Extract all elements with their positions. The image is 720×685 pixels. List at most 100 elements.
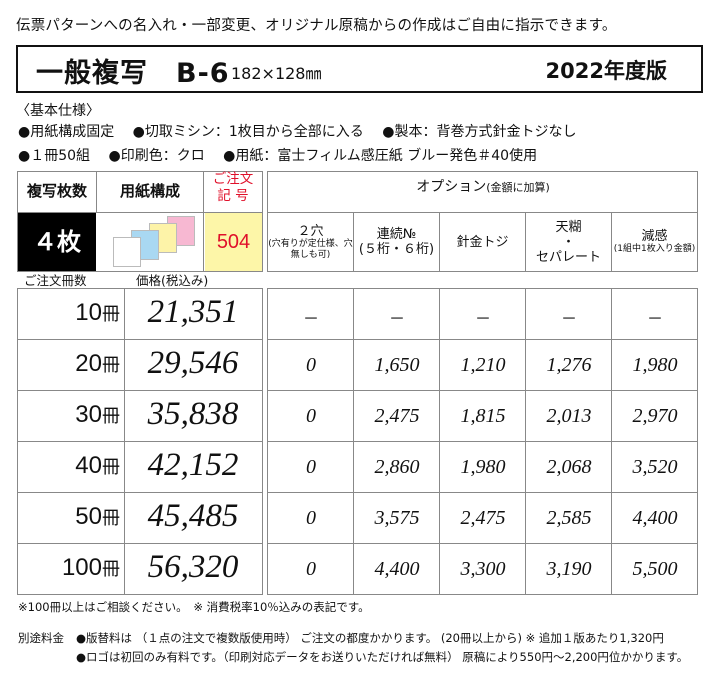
- row-quantity: 40冊: [16, 452, 126, 480]
- row-quantity: 30冊: [16, 401, 126, 429]
- intro-text: 伝票パターンへの名入れ・一部変更、オリジナル原稿からの作成はご自由に指示できます…: [16, 18, 617, 34]
- row-option-price: 0: [306, 456, 316, 478]
- option-dot: ・: [561, 234, 575, 250]
- row-price: 35,838: [147, 396, 239, 432]
- product-title: 一般複写 B-6: [36, 58, 230, 89]
- spec-item: ●用紙構成固定: [18, 124, 115, 140]
- row-option-price: 2,860: [374, 456, 420, 478]
- quantity-unit: 冊: [102, 457, 120, 478]
- row-option-price: 0: [306, 507, 316, 529]
- option-note: (1組中1枚入り金額): [613, 244, 696, 254]
- row-quantity: 100冊: [16, 554, 126, 582]
- row-option-price: －: [302, 309, 319, 328]
- copies-count: ４枚: [18, 213, 96, 271]
- spec-item: ●切取ミシン：1枚目から全部に入る: [132, 124, 364, 140]
- order-code-header: ご注文 記 号: [205, 171, 261, 209]
- row-option-price: 2,475: [460, 507, 506, 529]
- quantity-unit: 冊: [102, 304, 120, 325]
- row-option-price: 5,500: [632, 558, 678, 580]
- spec-heading: 〈基本仕様〉: [16, 103, 100, 119]
- row-option-price: 3,300: [460, 558, 506, 580]
- quantity-value: 40: [75, 452, 102, 479]
- option-header-staple: 針金トジ: [440, 213, 525, 271]
- row-option-price: 1,980: [460, 456, 506, 478]
- quantity-unit: 冊: [102, 406, 120, 427]
- option-name: 連続№: [376, 227, 417, 242]
- row-option-price: 3,575: [374, 507, 420, 529]
- options-header: オプション(金額に加算): [268, 176, 698, 196]
- copies-header: 複写枚数: [26, 182, 87, 200]
- paper-header: 用紙構成: [119, 182, 180, 200]
- row-option-price: 1,815: [460, 405, 506, 427]
- title-box: 一般複写 B-6 182×128㎜ 2022年度版: [16, 45, 703, 93]
- extra-fee-label: 別途料金: [18, 631, 64, 645]
- option-header-holes: ２穴 (穴有りが定仕様、穴無しも可): [268, 213, 353, 271]
- quantity-value: 10: [75, 299, 102, 326]
- row-option-price: 3,520: [632, 456, 678, 478]
- quantity-value: 100: [61, 554, 102, 581]
- row-quantity: 10冊: [16, 299, 126, 327]
- row-option-price: 4,400: [374, 558, 420, 580]
- option-name: ２穴: [297, 223, 324, 239]
- quantity-unit: 冊: [102, 559, 120, 580]
- row-option-price: 1,276: [546, 354, 592, 376]
- spec-item: ●１冊50組: [18, 148, 91, 164]
- option-header-glue: 天糊 ・ セパレート: [526, 213, 611, 271]
- spec-item: ●印刷色：クロ: [108, 148, 205, 164]
- row-option-price: －: [646, 309, 663, 328]
- qty-sublabel: ご注文冊数: [24, 273, 87, 288]
- row-option-price: 2,013: [546, 405, 592, 427]
- row-price: 56,320: [147, 549, 239, 585]
- row-option-price: 4,400: [632, 507, 678, 529]
- option-note: (５桁・６桁): [358, 242, 435, 257]
- row-option-price: －: [474, 309, 491, 328]
- note-line-1: ※100冊以上はご相談ください。 ※ 消費税率10％込みの表記です。: [18, 600, 370, 614]
- row-quantity: 50冊: [16, 503, 126, 531]
- quantity-unit: 冊: [102, 355, 120, 376]
- paper-sheet-white: [113, 237, 141, 267]
- option-header-desensitize: 減感 (1組中1枚入り金額): [612, 213, 697, 271]
- row-option-price: 2,585: [546, 507, 592, 529]
- row-option-price: 1,980: [632, 354, 678, 376]
- row-price: 45,485: [147, 498, 239, 534]
- row-option-price: 2,475: [374, 405, 420, 427]
- product-size: 182×128㎜: [231, 64, 322, 83]
- spec-item: ●製本：背巻方式針金トジなし: [382, 124, 577, 140]
- row-option-price: 1,210: [460, 354, 506, 376]
- spec-line-1: ●用紙構成固定 ●切取ミシン：1枚目から全部に入る ●製本：背巻方式針金トジなし: [18, 121, 590, 141]
- edition-year: 2022年度版: [545, 59, 667, 83]
- note-line-3: ●ロゴは初回のみ有料です。（印刷対応データをお送りいただければ無料） 原稿により…: [76, 650, 689, 664]
- row-option-price: 0: [306, 354, 316, 376]
- option-name-2: セパレート: [535, 249, 601, 265]
- order-code-header-line1: ご注文: [212, 171, 254, 187]
- quantity-value: 20: [75, 350, 102, 377]
- row-option-price: 0: [306, 405, 316, 427]
- option-name: 針金トジ: [456, 234, 509, 250]
- row-quantity: 20冊: [16, 350, 126, 378]
- option-note: (穴有りが定仕様、穴無しも可): [268, 238, 353, 260]
- spec-line-2: ●１冊50組 ●印刷色：クロ ●用紙：富士フィルム感圧紙 ブルー発色＃40使用: [18, 145, 551, 165]
- options-note: (金額に加算): [486, 181, 550, 194]
- spec-item: ●用紙：富士フィルム感圧紙 ブルー発色＃40使用: [223, 148, 538, 164]
- order-code-header-line2: 記 号: [217, 188, 249, 204]
- row-price: 21,351: [147, 294, 239, 330]
- option-name: 減感: [641, 229, 668, 244]
- row-option-price: 2,970: [632, 405, 678, 427]
- quantity-value: 50: [75, 503, 102, 530]
- row-price: 29,546: [147, 345, 239, 381]
- order-code: 504: [205, 213, 262, 271]
- row-option-price: －: [560, 309, 577, 328]
- row-option-price: 3,190: [546, 558, 592, 580]
- price-sublabel: 価格(税込み): [136, 273, 209, 288]
- row-price: 42,152: [147, 447, 239, 483]
- quantity-value: 30: [75, 401, 102, 428]
- note-line-2: ●版替料は （１点の注文で複数版使用時） ご注文の都度かかります。 (20冊以上…: [76, 631, 664, 645]
- row-option-price: 2,068: [546, 456, 592, 478]
- paper-composition: [97, 213, 202, 271]
- option-header-numbering: 連続№ (５桁・６桁): [354, 213, 439, 271]
- options-label: オプション: [416, 179, 487, 195]
- option-name: 天糊: [555, 219, 582, 235]
- quantity-unit: 冊: [102, 508, 120, 529]
- row-option-price: 1,650: [374, 354, 420, 376]
